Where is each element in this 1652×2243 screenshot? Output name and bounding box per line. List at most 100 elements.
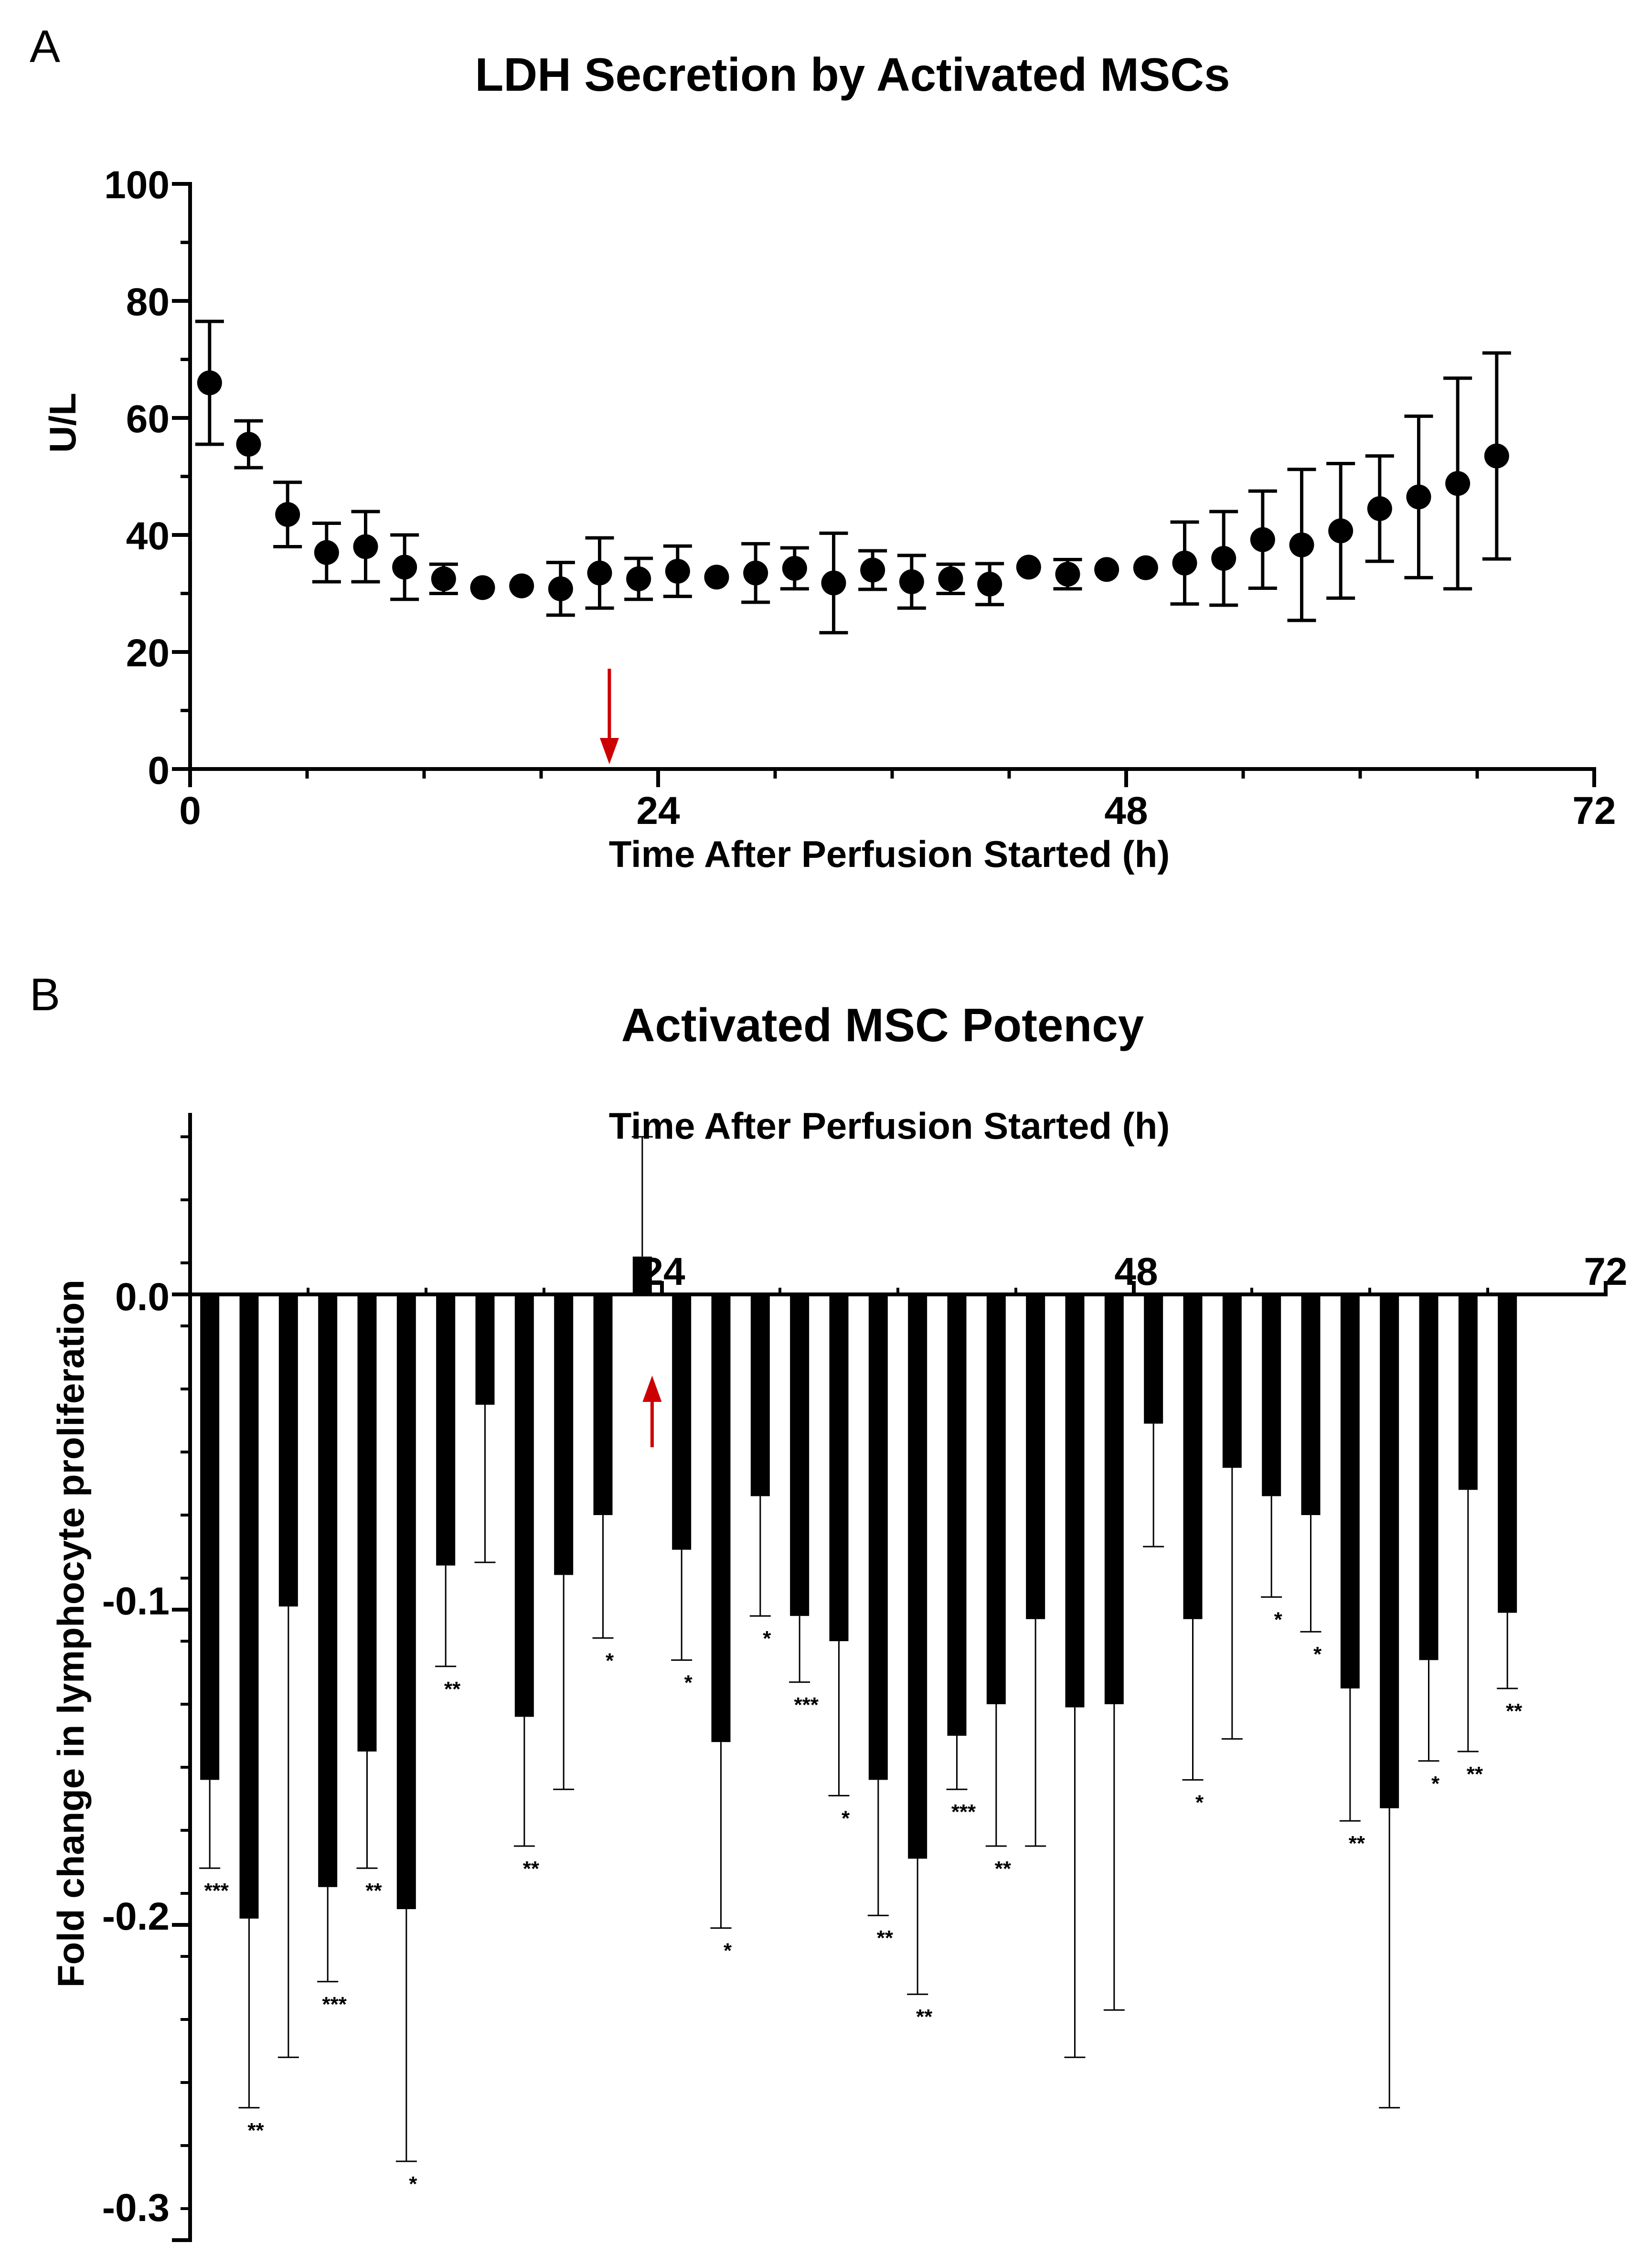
b-significance-5: * [409, 2172, 417, 2196]
b-bar-29 [1340, 1294, 1360, 1688]
panel-a-red-arrow [599, 669, 619, 764]
b-bar-28 [1301, 1294, 1321, 1515]
b-significance-25: * [1195, 1791, 1204, 1814]
b-significance-3: *** [322, 1993, 347, 2016]
a-point-0 [197, 370, 222, 395]
b-significance-1: ** [247, 2119, 264, 2142]
b-bar-12 [672, 1294, 692, 1550]
a-point-19 [938, 566, 963, 591]
b-bar-17 [868, 1294, 888, 1780]
a-point-33 [1484, 443, 1509, 469]
b-bar-4 [357, 1294, 377, 1752]
a-xtick-48: 48 [1104, 789, 1148, 833]
a-point-17 [860, 557, 885, 583]
b-bar-6 [436, 1294, 456, 1566]
a-point-1 [236, 432, 261, 457]
a-ytick-100: 100 [104, 163, 170, 207]
a-point-21 [1016, 555, 1041, 580]
a-point-10 [587, 560, 612, 586]
b-bar-25 [1183, 1294, 1203, 1619]
a-point-28 [1289, 532, 1314, 557]
a-point-27 [1250, 527, 1275, 552]
a-point-26 [1211, 546, 1236, 571]
a-ytick-60: 60 [126, 397, 170, 441]
a-point-20 [977, 571, 1002, 597]
a-ytick-0: 0 [148, 749, 170, 792]
a-point-24 [1133, 555, 1158, 580]
b-bar-32 [1458, 1294, 1478, 1490]
b-bar-27 [1262, 1294, 1281, 1496]
b-significance-32: ** [1467, 1762, 1483, 1786]
a-point-14 [743, 560, 768, 586]
b-bar-3 [318, 1294, 338, 1887]
a-point-22 [1055, 562, 1080, 587]
b-significance-12: * [684, 1671, 693, 1695]
b-bar-14 [750, 1294, 770, 1496]
panel-b-axes [172, 1113, 1608, 2242]
a-point-13 [704, 565, 729, 590]
panel-b-title: Activated MSC Potency [621, 999, 1144, 1051]
b-bar-30 [1380, 1294, 1399, 1808]
b-ytick-neg03: -0.3 [102, 2186, 170, 2230]
panel-b-bars: ************************************** **… [199, 1136, 1523, 2196]
panel-b-ylabel: Fold change in lymphocyte proliferation [50, 1280, 92, 1987]
b-significance-28: * [1313, 1643, 1322, 1666]
b-bar-8 [514, 1294, 534, 1717]
a-point-3 [314, 540, 339, 565]
a-point-15 [782, 555, 807, 581]
b-bar-26 [1222, 1294, 1242, 1468]
b-significance-29: ** [1349, 1832, 1365, 1855]
b-xtick-72: 72 [1584, 1250, 1627, 1293]
b-significance-18: ** [916, 2005, 933, 2029]
a-point-11 [626, 566, 651, 591]
a-point-2 [275, 502, 300, 527]
a-ytick-40: 40 [126, 514, 170, 558]
b-significance-17: ** [877, 1926, 894, 1950]
b-significance-14: * [763, 1627, 771, 1650]
b-significance-4: ** [365, 1879, 382, 1902]
b-significance-33: ** [1506, 1699, 1523, 1723]
a-point-7 [470, 575, 495, 600]
b-bar-7 [475, 1294, 495, 1405]
panel-a-tick-labels: 0 20 40 60 80 100 0 24 48 72 [104, 163, 1616, 833]
b-bar-16 [829, 1294, 849, 1641]
b-bar-19 [947, 1294, 967, 1736]
b-significance-19: *** [951, 1800, 976, 1824]
b-significance-31: * [1431, 1772, 1440, 1795]
panel-a-axes [172, 182, 1596, 787]
b-ytick-neg02: -0.2 [102, 1895, 170, 1938]
b-bar-11 [632, 1256, 652, 1294]
b-bar-31 [1419, 1294, 1439, 1660]
b-bar-23 [1104, 1294, 1124, 1704]
b-bar-33 [1498, 1294, 1517, 1613]
b-bar-22 [1065, 1294, 1085, 1708]
b-bar-10 [593, 1294, 613, 1515]
b-ytick-neg01: -0.1 [102, 1580, 170, 1623]
a-ytick-20: 20 [126, 631, 170, 675]
b-significance-20: ** [995, 1857, 1012, 1880]
b-significance-8: ** [523, 1857, 540, 1880]
a-point-5 [392, 555, 417, 580]
a-point-30 [1367, 496, 1392, 521]
panel-b: B Activated MSC Potency Time After Perfu… [30, 969, 1628, 2242]
panel-a-letter: A [30, 21, 60, 72]
panel-b-letter: B [30, 969, 60, 1020]
b-significance-16: * [842, 1806, 850, 1830]
a-point-18 [899, 569, 924, 594]
b-bar-20 [986, 1294, 1006, 1704]
panel-b-red-arrow [642, 1376, 662, 1447]
b-bar-9 [554, 1294, 574, 1575]
b-bar-5 [396, 1294, 416, 1909]
a-point-23 [1094, 557, 1119, 582]
b-bar-0 [200, 1294, 220, 1780]
panel-a-title: LDH Secretion by Activated MSCs [475, 48, 1230, 101]
b-bar-21 [1026, 1294, 1045, 1619]
panel-a: A LDH Secretion by Activated MSCs U/L Ti… [30, 21, 1616, 875]
b-xtick-48: 48 [1114, 1250, 1158, 1293]
b-bar-1 [239, 1294, 259, 1919]
a-arrow-head [599, 738, 619, 764]
b-significance-0: *** [204, 1879, 229, 1902]
panel-b-xlabel: Time After Perfusion Started (h) [609, 1105, 1170, 1147]
b-bar-24 [1144, 1294, 1163, 1424]
b-significance-10: * [606, 1649, 614, 1672]
